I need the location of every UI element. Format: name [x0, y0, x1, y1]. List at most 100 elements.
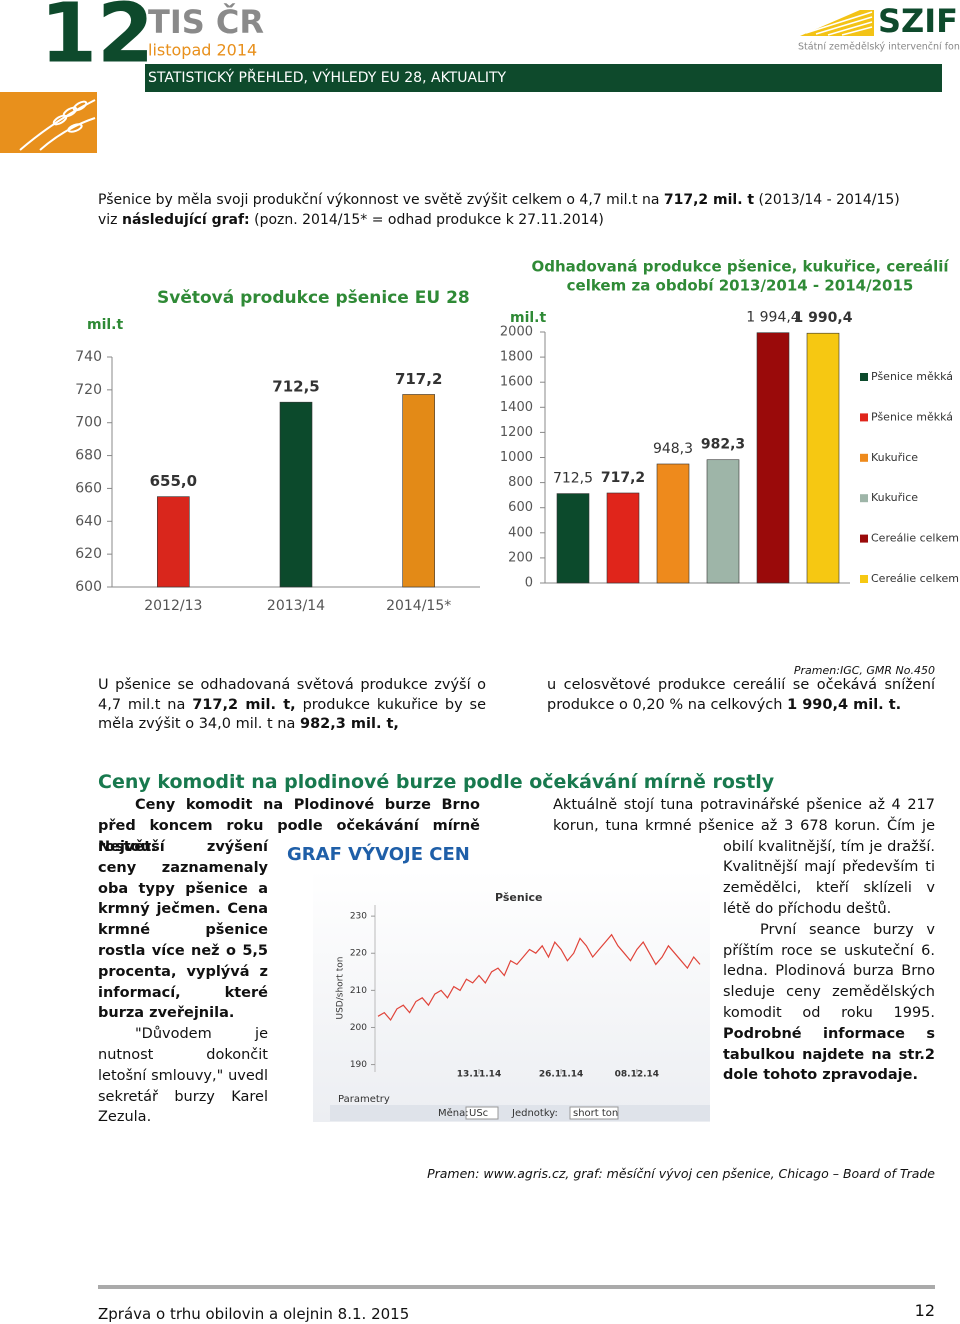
- issue: listopad 2014: [148, 41, 257, 60]
- x-tick-label: 26.11.14: [539, 1070, 583, 1080]
- summary-right: u celosvětové produkce cereálií se očeká…: [547, 676, 935, 715]
- y-tick-label: 600: [75, 579, 102, 595]
- text: 717,2 mil. t: [663, 192, 755, 208]
- lead: Ceny komodit na Plodinové burze Brno pře…: [98, 797, 480, 855]
- bar: [806, 332, 840, 584]
- control-label: Měna:: [438, 1107, 469, 1119]
- currency-select: [465, 1106, 499, 1120]
- controls-section: Parametry: [338, 1094, 390, 1105]
- data-label: 717,2: [601, 470, 645, 486]
- control-label: Jednotky:: [511, 1108, 558, 1119]
- y-tick-label: 200: [350, 1023, 367, 1033]
- brand: TIS ČR: [148, 2, 264, 41]
- y-tick-label: 190: [350, 1060, 367, 1070]
- x-tick-label: 13.11.14: [457, 1070, 501, 1080]
- text: Pšenice by měla svoji produkční výkonnos…: [98, 192, 664, 208]
- footer-text: Zpráva o trhu obilovin a olejnin 8.1. 20…: [98, 1305, 410, 1323]
- chart-title: Světová produkce pšenice EU 28: [157, 288, 470, 308]
- legend-label: Kukuřice: [871, 491, 918, 504]
- legend-label: Pšenice: [495, 891, 542, 904]
- y-tick-label: 740: [75, 349, 102, 365]
- logo-stripes: [800, 10, 874, 36]
- x-tick-label: 2013/14: [267, 598, 325, 614]
- y-tick-label: 220: [350, 949, 367, 959]
- intro: Pšenice by měla svoji produkční výkonnos…: [98, 190, 938, 230]
- paragraph: "Důvodem je nutnost dokončit letošní sml…: [98, 1026, 268, 1126]
- y-axis-label: mil.t: [87, 317, 124, 333]
- y-tick-label: 230: [350, 912, 367, 922]
- chart-title: GRAF VÝVOJE CEN: [287, 843, 470, 865]
- y-tick-label: 720: [75, 382, 102, 398]
- y-tick-label: 1400: [500, 400, 533, 415]
- y-tick-label: 2000: [500, 325, 533, 340]
- legend-label: Pšenice měkká: [871, 370, 953, 383]
- bar: [157, 496, 190, 588]
- legend-swatch: [860, 373, 868, 381]
- text: U pšenice se odhadovaná světová produkce…: [98, 677, 486, 713]
- y-tick-label: 700: [75, 415, 102, 431]
- legend-label: Cereálie celkem: [871, 532, 959, 545]
- y-tick-label: 0: [525, 576, 533, 591]
- bar: [556, 493, 590, 584]
- bar: [279, 401, 313, 588]
- y-tick-label: 1200: [500, 425, 533, 440]
- text: u celosvětové produkce cereálií se očeká…: [547, 677, 935, 713]
- logo: SZIF: [878, 2, 958, 40]
- text: 1 990,4 mil. t.: [787, 696, 902, 713]
- legend-swatch: [860, 575, 868, 583]
- y-tick-label: 660: [75, 480, 102, 496]
- text: produkce kukuřice by se měla zvýšit o 34…: [98, 696, 486, 733]
- y-tick-label: 800: [508, 475, 533, 490]
- text: (2013/14 - 2014/15): [754, 192, 900, 208]
- bar: [756, 332, 790, 584]
- x-tick-label: 08.12.14: [615, 1070, 659, 1080]
- wheat-icon: [19, 99, 96, 151]
- y-tick-label: 640: [75, 513, 102, 529]
- y-tick-label: 680: [75, 448, 102, 464]
- data-label: 982,3: [701, 437, 745, 453]
- paragraph: Největší zvýšení ceny zaznamenaly oba ty…: [98, 839, 268, 1022]
- price-chart-frame: [313, 870, 710, 1122]
- y-tick-label: 1600: [500, 375, 533, 390]
- bar: [706, 459, 740, 584]
- x-tick-label: 2012/13: [144, 598, 202, 614]
- bar: [402, 394, 435, 588]
- legend-label: Kukuřice: [871, 451, 918, 464]
- y-axis-label: mil.t: [510, 310, 547, 326]
- left-column: Největší zvýšení ceny zaznamenaly oba ty…: [98, 837, 268, 1128]
- data-label: 712,5: [553, 471, 593, 487]
- band-text: STATISTICKÝ PŘEHLED, VÝHLEDY EU 28, AKTU…: [148, 69, 507, 86]
- page-number: 12: [914, 1301, 935, 1320]
- header-band: [145, 64, 942, 92]
- y-tick-label: 600: [508, 500, 533, 515]
- chart-title: celkem za období 2013/2014 - 2014/2015: [567, 277, 914, 295]
- text: následující graf:: [121, 212, 250, 228]
- price-line: [377, 933, 701, 1022]
- data-label: 1 994,4: [746, 310, 800, 326]
- data-label: 717,2: [395, 370, 442, 388]
- source: Pramen:IGC, GMR No.450: [793, 664, 935, 677]
- text: 717,2 mil. t,: [192, 696, 296, 713]
- text: (pozn. 2014/15* = odhad produkce k 27.11…: [249, 212, 604, 228]
- control-value: USc: [469, 1108, 488, 1119]
- paragraph: Aktuálně stojí tuna potravinářské pšenic…: [553, 797, 935, 917]
- y-tick-label: 620: [75, 546, 102, 562]
- data-label: 712,5: [272, 378, 319, 396]
- text: Podrobné informace s tabulkou najdete na…: [723, 1025, 935, 1084]
- y-tick-label: 1000: [500, 450, 533, 465]
- y-tick-label: 200: [508, 550, 533, 565]
- data-label: 948,3: [653, 441, 693, 457]
- y-tick-label: 210: [350, 986, 367, 996]
- chart-title: Odhadovaná produkce pšenice, kukuřice, c…: [531, 258, 949, 276]
- y-tick-label: 400: [508, 525, 533, 540]
- legend-label: Pšenice měkká: [871, 410, 953, 423]
- paragraph: První seance burzy v příštím roce se usk…: [553, 920, 935, 1086]
- legend-swatch: [860, 494, 868, 503]
- source: Pramen: www.agris.cz, graf: měsíční vývo…: [427, 1166, 935, 1181]
- data-label: 1 990,4: [794, 310, 853, 326]
- text: 982,3 mil. t,: [299, 716, 399, 732]
- heading: Ceny komodit na plodinové burze podle oč…: [98, 771, 775, 793]
- y-axis-label: USD/short ton: [336, 957, 346, 1020]
